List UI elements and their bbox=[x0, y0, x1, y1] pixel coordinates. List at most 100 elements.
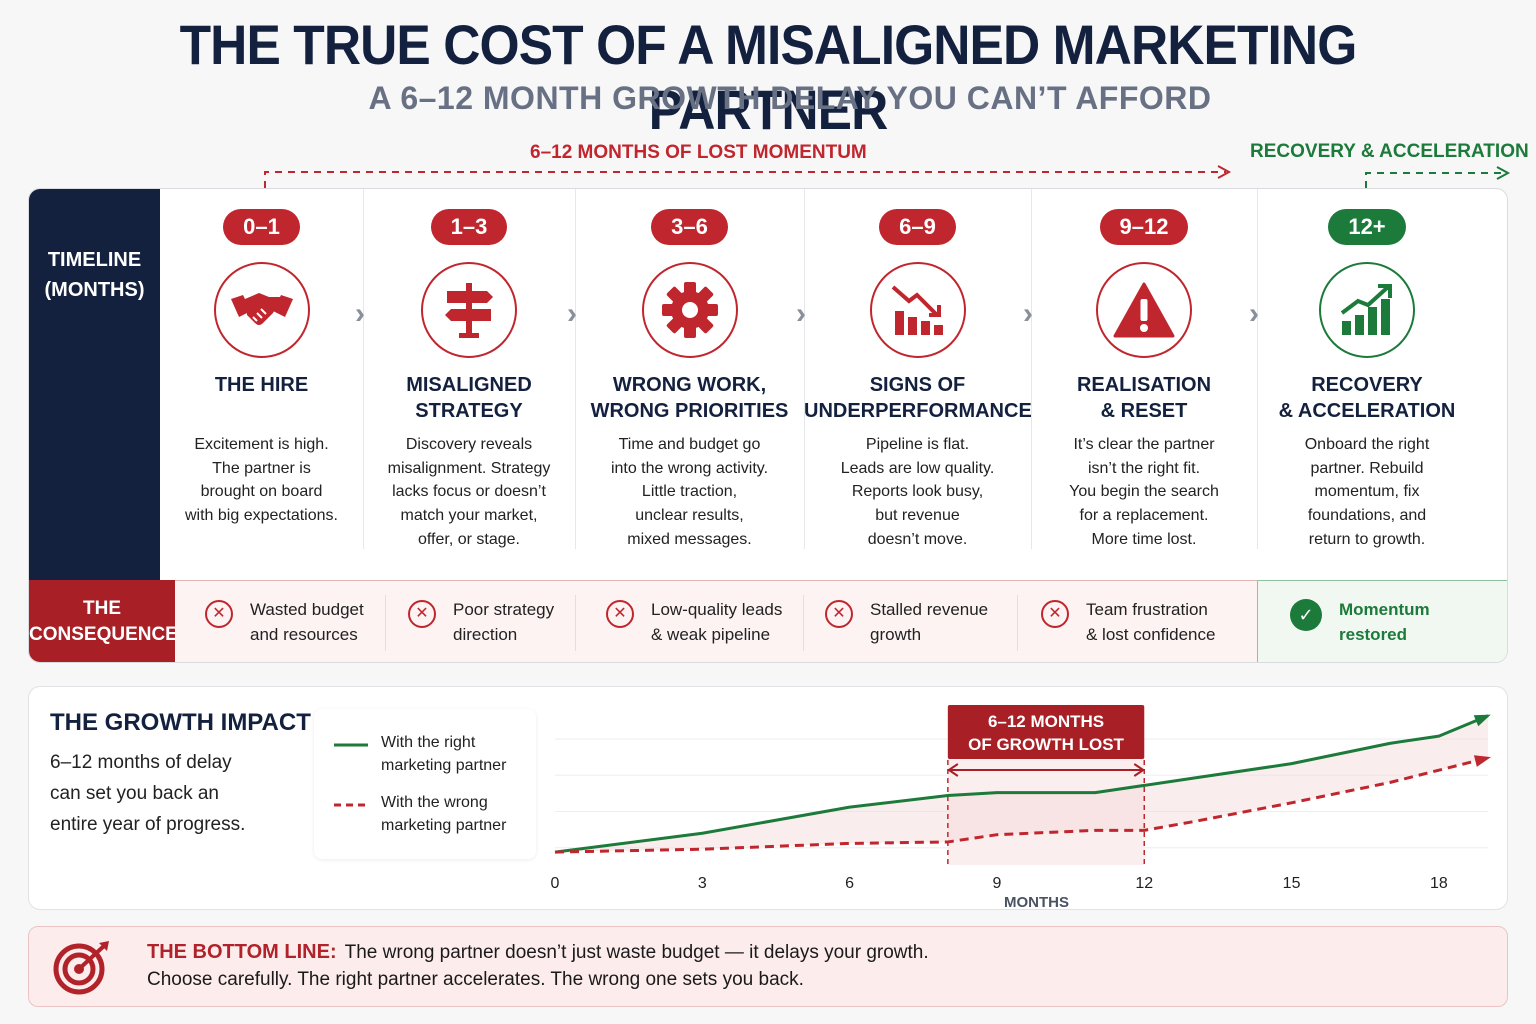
gap-label-line2: OF GROWTH LOST bbox=[968, 735, 1124, 754]
consequence-line: growth bbox=[870, 625, 922, 644]
bottom-line-card: THE BOTTOM LINE: The wrong partner doesn’… bbox=[28, 926, 1508, 1007]
desc-line: partner. Rebuild bbox=[1310, 459, 1424, 477]
growth-impact-card: THE GROWTH IMPACT 6–12 months of delay c… bbox=[28, 686, 1508, 910]
desc-line: unclear results, bbox=[635, 507, 744, 525]
impact-description: 6–12 months of delay can set you back an… bbox=[50, 747, 290, 840]
timeline-side-label-line2: (MONTHS) bbox=[44, 279, 145, 301]
x-circle-icon: ✕ bbox=[408, 600, 436, 628]
impact-desc-line: 6–12 months of delay bbox=[50, 752, 232, 773]
gap-label-line1: 6–12 MONTHS bbox=[988, 712, 1104, 731]
desc-line: You begin the search bbox=[1069, 483, 1219, 501]
consequence-side-label-line1: THE bbox=[83, 598, 121, 619]
stage-badge: 0–1 bbox=[223, 209, 300, 245]
desc-line: mixed messages. bbox=[627, 530, 752, 548]
desc-line: Reports look busy, bbox=[851, 483, 984, 501]
x-tick-label: 9 bbox=[992, 875, 1001, 892]
stage-description: Discovery reveals misalignment. Strategy… bbox=[363, 433, 575, 552]
consequence-line: restored bbox=[1339, 625, 1408, 644]
consequence-item: ✕ Poor strategy direction bbox=[408, 597, 554, 647]
page-subtitle: A 6–12 MONTH GROWTH DELAY YOU CAN’T AFFO… bbox=[368, 80, 1212, 116]
stage-divider bbox=[1031, 189, 1032, 549]
x-circle-icon: ✕ bbox=[825, 600, 853, 628]
gap-span-arrowhead-right bbox=[1133, 763, 1146, 777]
series-arrowhead bbox=[1473, 755, 1491, 767]
x-tick-label: 15 bbox=[1283, 875, 1301, 892]
desc-line: doesn’t move. bbox=[867, 530, 968, 548]
lost-momentum-label: 6–12 MONTHS OF LOST MOMENTUM bbox=[530, 142, 867, 163]
consequence-text: Low-quality leads & weak pipeline bbox=[651, 597, 782, 647]
legend-swatch-solid bbox=[334, 743, 368, 747]
legend-label-line: marketing partner bbox=[381, 757, 507, 774]
legend-label-line: marketing partner bbox=[381, 817, 507, 834]
recovery-label: RECOVERY & ACCELERATION bbox=[1250, 141, 1529, 162]
desc-line: Excitement is high. bbox=[194, 436, 329, 453]
consequence-line: Low-quality leads bbox=[651, 600, 783, 619]
timeline-card: TIMELINE (MONTHS) 0–1 THE HIRE Excitemen… bbox=[28, 188, 1508, 663]
stage-underperformance: 6–9 SIGNS OF UNDERPERFORMANCE Pipeline i… bbox=[804, 189, 1032, 580]
warning-icon bbox=[1096, 262, 1192, 358]
desc-line: isn’t the right fit. bbox=[1087, 459, 1201, 477]
stage-badge: 1–3 bbox=[430, 209, 508, 245]
stage-realisation-reset: 9–12 REALISATION & RESET It’s clear the … bbox=[1031, 189, 1257, 580]
impact-desc-line: entire year of progress. bbox=[50, 814, 246, 835]
desc-line: match your market, bbox=[400, 507, 538, 525]
bottom-line-lead: THE BOTTOM LINE: bbox=[147, 941, 337, 963]
legend-label-line: With the right bbox=[381, 734, 476, 751]
stage-recovery: 12+ RECOVERY & ACCELERATION Onboard the … bbox=[1257, 189, 1477, 580]
desc-line: for a replacement. bbox=[1079, 507, 1209, 525]
legend-label: With the wrong marketing partner bbox=[381, 791, 506, 837]
desc-line: momentum, fix bbox=[1314, 483, 1420, 501]
consequence-text: Poor strategy direction bbox=[453, 597, 554, 647]
consequence-line: & lost confidence bbox=[1086, 625, 1216, 644]
stage-divider bbox=[1257, 189, 1258, 549]
desc-line: Discovery reveals bbox=[405, 436, 533, 453]
desc-line: with big expectations. bbox=[185, 507, 338, 525]
consequence-item: ✕ Team frustration & lost confidence bbox=[1041, 597, 1215, 647]
gap-label-box bbox=[947, 705, 1145, 759]
signpost-icon bbox=[421, 262, 517, 358]
consequence-item: ✕ Wasted budget and resources bbox=[205, 597, 364, 647]
chevron-right-icon: › bbox=[1249, 297, 1259, 330]
desc-line: brought on board bbox=[200, 483, 323, 501]
stage-title-line1: SIGNS OF bbox=[869, 374, 966, 396]
handshake-icon bbox=[213, 262, 310, 358]
consequence-divider bbox=[575, 595, 576, 651]
series-arrowhead bbox=[1473, 714, 1491, 727]
x-tick-label: 3 bbox=[698, 875, 707, 892]
consequence-line: and resources bbox=[250, 625, 358, 644]
x-tick-label: 6 bbox=[845, 875, 854, 892]
desc-line: More time lost. bbox=[1091, 530, 1197, 548]
desc-line: misalignment. Strategy bbox=[387, 459, 551, 477]
stage-wrong-work: 3–6 WRONG WORK, WRONG PRIORITIE bbox=[575, 189, 804, 580]
consequence-side-label: THE CONSEQUENCE bbox=[29, 580, 178, 662]
consequence-divider bbox=[385, 595, 386, 651]
desc-line: Onboard the right bbox=[1304, 436, 1430, 453]
stage-description: It’s clear the partner isn’t the right f… bbox=[1031, 433, 1257, 552]
legend-label-line: With the wrong bbox=[381, 794, 488, 811]
chart-legend: With the right marketing partner With th… bbox=[314, 709, 536, 859]
stage-title: MISALIGNED STRATEGY bbox=[363, 372, 575, 424]
stage-title-line2: & RESET bbox=[1100, 400, 1188, 422]
consequence-text: Stalled revenue growth bbox=[870, 597, 988, 647]
consequence-line: Stalled revenue bbox=[870, 600, 989, 619]
desc-line: Little traction, bbox=[641, 483, 738, 501]
legend-item-wrong-partner: With the wrong marketing partner bbox=[334, 791, 506, 837]
timeline-side-label-line1: TIMELINE bbox=[47, 249, 142, 271]
consequence-row: ✕ Wasted budget and resources ✕ Poor str… bbox=[175, 580, 1257, 662]
legend-label: With the right marketing partner bbox=[381, 731, 506, 777]
x-circle-icon: ✕ bbox=[205, 600, 233, 628]
desc-line: Pipeline is flat. bbox=[865, 436, 970, 453]
stage-badge: 9–12 bbox=[1099, 209, 1189, 245]
stage-title: WRONG WORK, WRONG PRIORITIES bbox=[575, 372, 804, 424]
stage-description: Onboard the right partner. Rebuild momen… bbox=[1257, 433, 1477, 552]
growth-chart-icon bbox=[1319, 262, 1415, 358]
consequence-side-label-line2: CONSEQUENCE bbox=[29, 624, 178, 645]
stage-divider bbox=[363, 189, 364, 549]
chevron-right-icon: › bbox=[355, 297, 365, 330]
consequence-positive: ✓ Momentum restored bbox=[1257, 580, 1507, 662]
consequence-text: Team frustration & lost confidence bbox=[1086, 597, 1215, 647]
desc-line: lacks focus or doesn’t bbox=[392, 483, 546, 501]
desc-line: Time and budget go bbox=[618, 436, 761, 453]
x-axis-label: MONTHS bbox=[1004, 894, 1069, 911]
target-icon bbox=[53, 941, 109, 995]
